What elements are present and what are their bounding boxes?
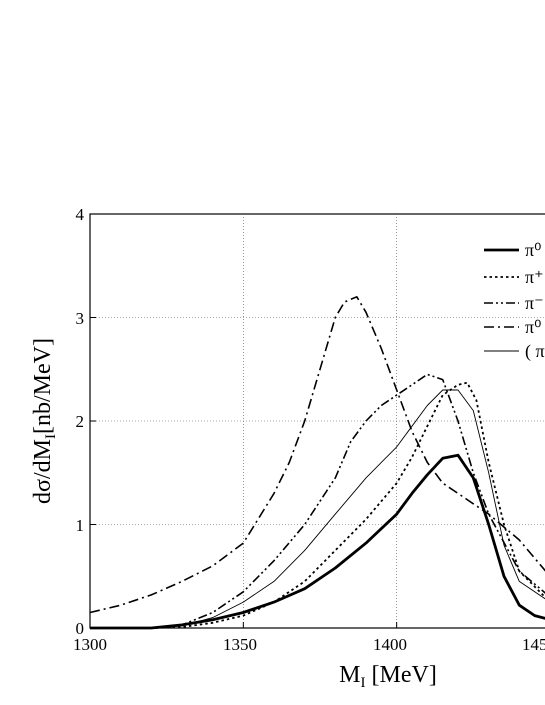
x-axis-title-unit: [MeV] — [366, 662, 437, 688]
x-axis-title: MI [MeV] — [339, 662, 437, 691]
y-tick-label: 2 — [76, 412, 85, 431]
y-axis-title: dσ/dMI[nb/MeV] — [30, 338, 59, 504]
y-tick-label: 0 — [76, 619, 85, 638]
grid-lines — [90, 214, 545, 628]
legend-label: π⁰ — [525, 240, 541, 260]
series-line-2 — [90, 373, 545, 629]
legend: π⁰ π⁺ π⁻ π⁰ ( π — [484, 240, 545, 362]
y-tick-label: 3 — [76, 309, 85, 328]
y-axis-title-main: dσ/dM — [30, 439, 56, 504]
x-tick-labels: 1300 1350 1400 145 — [73, 635, 545, 654]
y-axis-title-sub: I — [43, 434, 59, 439]
series-line-3 — [89, 295, 545, 614]
plot-frame — [89, 213, 545, 629]
x-tick-label: 145 — [522, 635, 545, 654]
x-axis-title-main: M — [339, 662, 360, 688]
x-tick-label: 1350 — [223, 635, 257, 654]
x-axis-title-sub: I — [361, 675, 366, 691]
x-tick-label: 1300 — [73, 635, 107, 654]
series-lines — [89, 295, 545, 630]
legend-label: π⁰ — [525, 317, 541, 337]
plot-area — [89, 213, 545, 630]
legend-label: ( π — [525, 341, 545, 362]
axis-ticks — [89, 213, 398, 629]
series-line-4 — [90, 389, 545, 629]
y-tick-label: 1 — [76, 516, 85, 535]
series-line-1 — [90, 381, 545, 629]
series-line-0 — [90, 453, 545, 630]
y-tick-labels: 0 1 2 3 4 — [76, 205, 85, 638]
y-tick-label: 4 — [76, 205, 85, 224]
legend-label: π⁺ — [525, 267, 544, 287]
y-axis-title-unit: [nb/MeV] — [30, 338, 56, 434]
x-tick-label: 1400 — [373, 635, 407, 654]
legend-label: π⁻ — [525, 293, 544, 313]
